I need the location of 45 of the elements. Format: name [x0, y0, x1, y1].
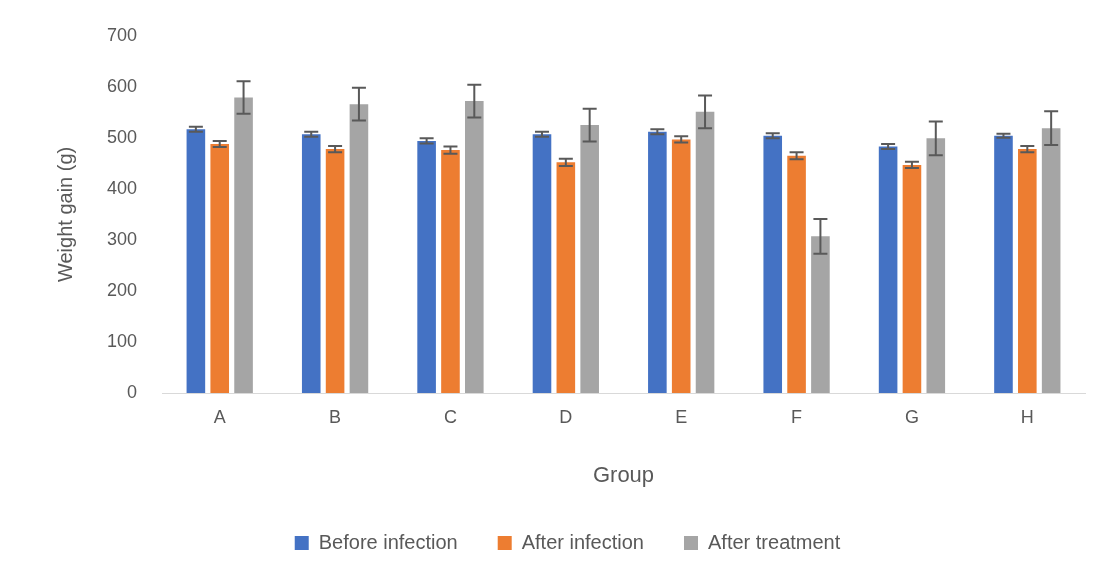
x-tick-label: B: [329, 406, 342, 427]
legend-label: After treatment: [707, 530, 841, 553]
bar: [465, 101, 484, 393]
legend-label: Before infection: [318, 530, 458, 553]
bar: [811, 236, 830, 393]
bar: [648, 131, 667, 393]
bar: [234, 97, 253, 393]
y-axis-title: Weight gain (g): [53, 146, 76, 283]
bar: [210, 143, 230, 393]
y-tick-label: 500: [106, 126, 138, 147]
x-tick-label: H: [1020, 406, 1034, 427]
y-tick-label: 0: [127, 381, 138, 402]
bar: [926, 138, 946, 393]
x-tick-label: C: [443, 406, 457, 427]
bar: [580, 125, 599, 393]
bar: [787, 155, 806, 393]
bar: [695, 111, 715, 393]
bar: [671, 139, 691, 393]
bar: [902, 164, 922, 393]
bar: [301, 134, 321, 393]
y-tick-label: 100: [106, 330, 138, 351]
x-tick-label: A: [213, 406, 226, 427]
x-axis-title: Group: [592, 461, 655, 487]
bar: [878, 146, 898, 393]
legend-label: After infection: [521, 530, 644, 553]
x-tick-label: G: [904, 406, 919, 427]
y-tick-label: 400: [106, 177, 138, 198]
x-tick-label: E: [675, 406, 688, 427]
bar: [994, 135, 1013, 393]
y-tick-label: 700: [106, 24, 138, 45]
bar: [349, 104, 369, 393]
bar: [417, 140, 436, 393]
x-tick-label: D: [559, 406, 573, 427]
bar: [1041, 128, 1061, 393]
x-tick-label: F: [791, 406, 803, 427]
y-tick-label: 300: [106, 228, 138, 249]
bar: [532, 134, 552, 393]
y-tick-label: 200: [106, 279, 138, 300]
bar: [763, 135, 783, 393]
bar: [1018, 149, 1037, 393]
bar: [556, 162, 576, 393]
y-tick-label: 600: [106, 75, 138, 96]
bar: [325, 149, 345, 393]
bar: [441, 150, 460, 393]
bar: [186, 129, 206, 393]
